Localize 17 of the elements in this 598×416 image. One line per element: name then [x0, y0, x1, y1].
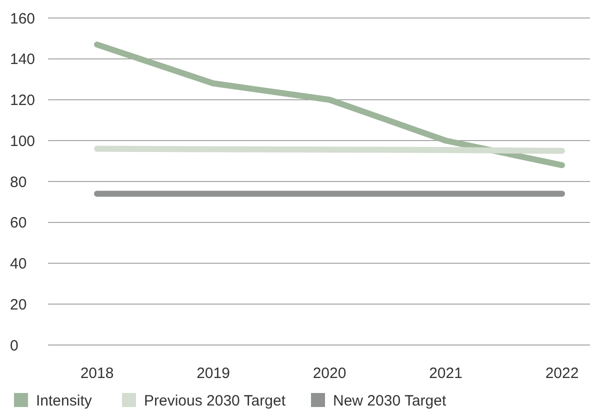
y-tick-label: 40	[10, 256, 27, 272]
x-tick-label: 2018	[80, 365, 114, 382]
x-tick-label: 2019	[196, 365, 230, 382]
x-tick-label: 2020	[312, 365, 346, 382]
y-tick-label: 140	[10, 51, 36, 68]
legend-label: Previous 2030 Target	[144, 392, 286, 410]
x-tick-label: 2021	[429, 365, 462, 382]
y-tick-label: 60	[10, 214, 27, 232]
legend-label: Intensity	[36, 392, 92, 410]
x-tick-label: 2022	[545, 365, 579, 382]
y-tick-label: 80	[10, 174, 27, 191]
y-tick-label: 160	[10, 10, 36, 28]
y-tick-label: 120	[10, 92, 36, 109]
y-tick-label: 100	[10, 132, 36, 150]
legend-label: New 2030 Target	[333, 392, 447, 410]
y-tick-label: 0	[10, 337, 18, 354]
y-tick-label: 20	[10, 296, 27, 314]
